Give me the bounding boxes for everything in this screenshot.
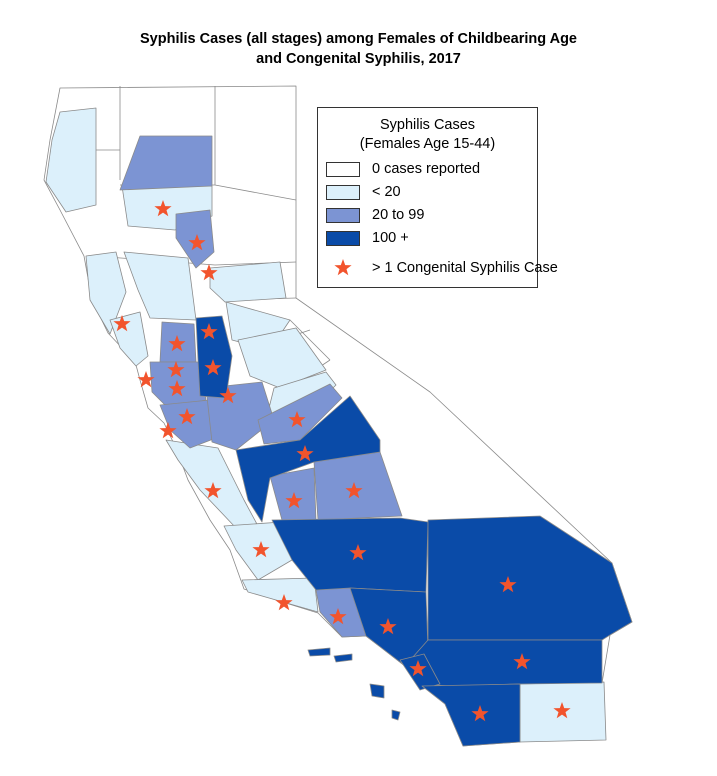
legend-label: 20 to 99 xyxy=(372,207,425,223)
legend-swatch xyxy=(326,184,360,200)
legend-swatch xyxy=(326,230,360,246)
legend-title-line-1: Syphilis Cases xyxy=(379,117,476,133)
legend-item-zero: 0 cases reported xyxy=(326,160,480,178)
legend-label: > 1 Congenital Syphilis Case xyxy=(372,260,558,276)
county-santa-barbara xyxy=(241,577,319,613)
legend-title-line-2: (Females Age 15-44) xyxy=(359,136,496,152)
legend-label: < 20 xyxy=(372,184,401,200)
county-madera xyxy=(257,383,343,445)
legend-item-20-to-99: 20 to 99 xyxy=(326,206,424,224)
county-san-bernardino xyxy=(427,515,633,641)
map-title-line-1: Syphilis Cases (all stages) among Female… xyxy=(140,31,577,47)
county-nevada-placer xyxy=(209,261,287,303)
legend-label: 0 cases reported xyxy=(372,161,481,177)
star-icon xyxy=(326,259,360,277)
county-butte xyxy=(175,209,215,269)
legend-item-under-20: < 20 xyxy=(326,183,401,201)
channel-islands xyxy=(307,647,401,721)
legend-label: 100 + xyxy=(372,230,409,246)
map-legend: Syphilis Cases (Females Age 15-44) 0 cas… xyxy=(317,107,558,288)
county-del-norte-humboldt xyxy=(45,107,97,213)
legend-swatch xyxy=(326,161,360,177)
map-title-line-2: and Congenital Syphilis, 2017 xyxy=(256,51,461,67)
county-san-diego xyxy=(421,683,521,747)
county-mendocino xyxy=(85,251,127,335)
legend-item-congenital: > 1 Congenital Syphilis Case xyxy=(326,259,558,277)
county-lassen xyxy=(119,135,213,191)
legend-swatch xyxy=(326,207,360,223)
county-stanislaus-merced xyxy=(205,381,275,451)
county-colusa-yolo xyxy=(123,251,197,321)
legend-item-100-plus: 100 + xyxy=(326,229,409,247)
